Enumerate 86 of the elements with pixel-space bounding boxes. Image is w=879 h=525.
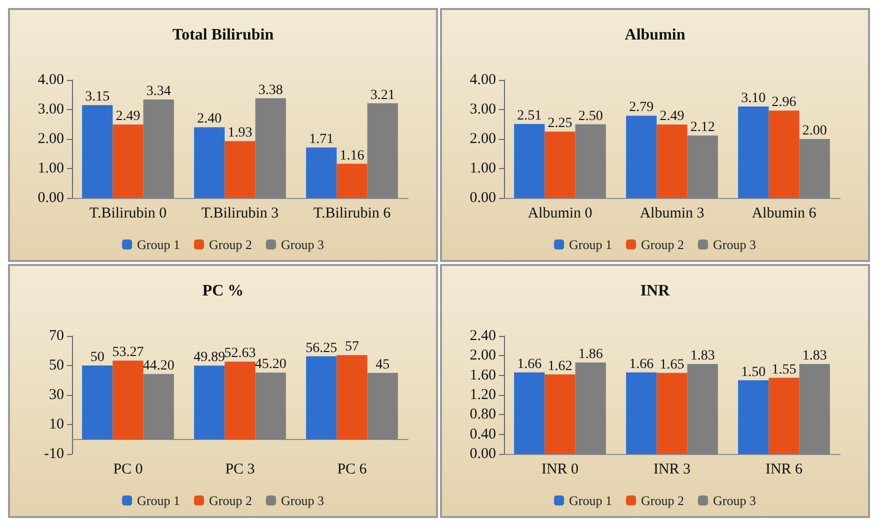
data-label: 52.63 xyxy=(224,346,256,362)
y-tick-label: 0.40 xyxy=(470,426,496,442)
data-label: 2.00 xyxy=(802,124,827,138)
data-label: 2.40 xyxy=(197,112,222,127)
data-label: 56.25 xyxy=(306,340,338,356)
legend-label: Group 1 xyxy=(137,237,180,252)
y-tick-label: 2.00 xyxy=(470,348,496,364)
x-tick-label: PC 3 xyxy=(225,462,255,478)
y-tick-label: 1.00 xyxy=(470,160,496,176)
data-label: 2.51 xyxy=(517,108,542,124)
legend-label: Group 1 xyxy=(569,237,612,252)
y-tick-label: 1.00 xyxy=(38,160,64,176)
data-label: 3.38 xyxy=(258,82,283,98)
chart-title: Total Bilirubin xyxy=(172,26,274,44)
data-label: 1.55 xyxy=(772,362,796,378)
y-tick-label: 2.00 xyxy=(38,131,64,147)
y-tick-label: 4.00 xyxy=(470,72,496,88)
y-tick-label: 1.60 xyxy=(470,367,496,384)
data-label: 1.86 xyxy=(578,347,603,362)
data-label: 45.20 xyxy=(254,357,286,372)
y-tick-label: 0.00 xyxy=(470,446,496,462)
chart-title: Albumin xyxy=(624,26,686,44)
legend-label: Group 3 xyxy=(280,237,324,252)
y-tick-label: 50 xyxy=(49,358,64,374)
legend-label: Group 1 xyxy=(137,493,180,508)
data-label: 2.12 xyxy=(690,120,715,135)
x-tick-label: PC 6 xyxy=(337,462,368,478)
data-label: 1.66 xyxy=(629,356,654,372)
x-tick-label: T.Bilirubin 0 xyxy=(89,206,167,222)
legend-label: Group 3 xyxy=(280,493,324,508)
x-tick-label: PC 0 xyxy=(113,462,143,478)
legend-label: Group 3 xyxy=(712,493,756,508)
data-label: 1.66 xyxy=(517,356,542,372)
data-label: 1.71 xyxy=(309,132,334,148)
data-label: 2.79 xyxy=(629,100,654,116)
legend-label: Group 2 xyxy=(641,493,684,508)
data-label: 2.96 xyxy=(772,95,796,110)
data-label: 3.34 xyxy=(146,84,171,99)
data-label: 53.27 xyxy=(112,345,144,360)
data-label: 3.10 xyxy=(741,91,766,106)
data-label: 1.83 xyxy=(802,348,827,364)
chart-title: INR xyxy=(640,282,670,300)
y-tick-label: 1.20 xyxy=(470,387,496,403)
legend-label: Group 2 xyxy=(209,493,252,508)
chart-title: PC % xyxy=(202,282,244,300)
data-label: 57 xyxy=(345,340,359,355)
y-tick-label: 10 xyxy=(49,416,64,432)
data-label: 2.50 xyxy=(578,108,603,124)
y-tick-label: 70 xyxy=(49,328,64,344)
y-tick-label: 3.00 xyxy=(470,102,496,118)
data-label: 2.49 xyxy=(116,109,140,124)
data-label: 3.15 xyxy=(85,90,110,105)
y-tick-label: -10 xyxy=(44,446,64,462)
y-tick-label: 30 xyxy=(49,387,64,403)
x-tick-label: INR 0 xyxy=(541,462,579,478)
data-label: 1.65 xyxy=(660,357,684,372)
legend-label: Group 2 xyxy=(641,237,684,252)
data-label: 2.49 xyxy=(660,109,684,124)
x-tick-label: T.Bilirubin 6 xyxy=(313,206,392,222)
data-label: 1.83 xyxy=(690,348,715,364)
x-tick-label: Albumin 3 xyxy=(640,206,704,222)
legend-label: Group 1 xyxy=(569,493,612,508)
y-tick-label: 0.00 xyxy=(38,190,64,206)
y-tick-label: 2.40 xyxy=(470,328,496,344)
y-tick-label: 4.00 xyxy=(38,72,64,88)
y-tick-label: 3.00 xyxy=(38,102,64,118)
legend-label: Group 3 xyxy=(712,237,756,252)
data-label: 50 xyxy=(90,350,104,365)
x-tick-label: T.Bilirubin 3 xyxy=(201,206,279,222)
data-label: 1.93 xyxy=(228,126,252,141)
legend-label: Group 2 xyxy=(209,237,252,252)
y-tick-label: 0.00 xyxy=(470,190,496,206)
x-tick-label: Albumin 0 xyxy=(528,206,592,222)
data-label: 45 xyxy=(376,357,390,372)
data-label: 1.16 xyxy=(340,148,364,164)
data-label: 2.25 xyxy=(548,116,572,132)
data-label: 3.21 xyxy=(370,88,395,103)
data-label: 1.50 xyxy=(741,364,766,380)
x-tick-label: INR 6 xyxy=(765,462,804,478)
data-label: 44.20 xyxy=(142,358,174,374)
y-tick-label: 0.80 xyxy=(470,406,496,423)
data-label: 49.89 xyxy=(194,350,226,366)
y-tick-label: 2.00 xyxy=(470,131,496,147)
x-tick-label: Albumin 6 xyxy=(752,206,817,222)
x-tick-label: INR 3 xyxy=(653,462,691,478)
data-label: 1.62 xyxy=(548,358,572,374)
